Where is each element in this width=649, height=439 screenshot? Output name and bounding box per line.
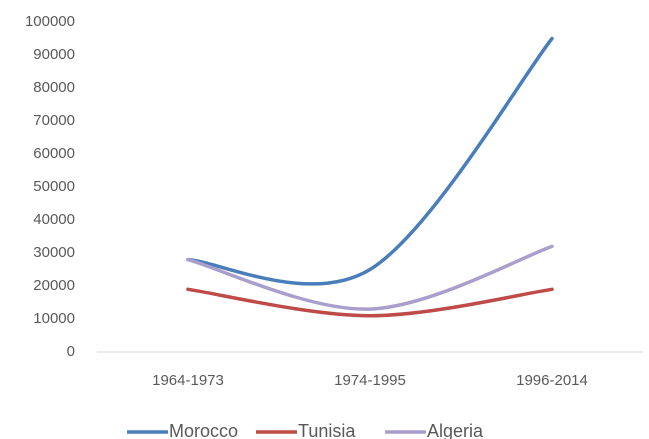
y-tick-label: 40000 bbox=[33, 211, 75, 228]
x-tick-label: 1964-1973 bbox=[152, 372, 224, 389]
legend-text: Algeria bbox=[427, 421, 484, 439]
y-tick-label: 70000 bbox=[33, 112, 75, 129]
legend-text: Tunisia bbox=[298, 421, 356, 439]
line-series bbox=[186, 244, 554, 311]
y-tick-label: 30000 bbox=[33, 244, 75, 261]
line-series bbox=[186, 287, 554, 318]
y-tick-label: 80000 bbox=[33, 79, 75, 96]
y-tick-label: 100000 bbox=[25, 13, 75, 30]
y-tick-label: 0 bbox=[67, 343, 75, 360]
y-tick-label: 90000 bbox=[33, 46, 75, 63]
x-tick-label: 1996-2014 bbox=[516, 372, 588, 389]
y-tick-label: 20000 bbox=[33, 277, 75, 294]
line-series bbox=[186, 36, 554, 286]
legend-text: Morocco bbox=[169, 421, 238, 439]
y-tick-label: 50000 bbox=[33, 178, 75, 195]
x-tick-label: 1974-1995 bbox=[334, 372, 406, 389]
y-tick-label: 10000 bbox=[33, 310, 75, 327]
y-tick-label: 60000 bbox=[33, 145, 75, 162]
